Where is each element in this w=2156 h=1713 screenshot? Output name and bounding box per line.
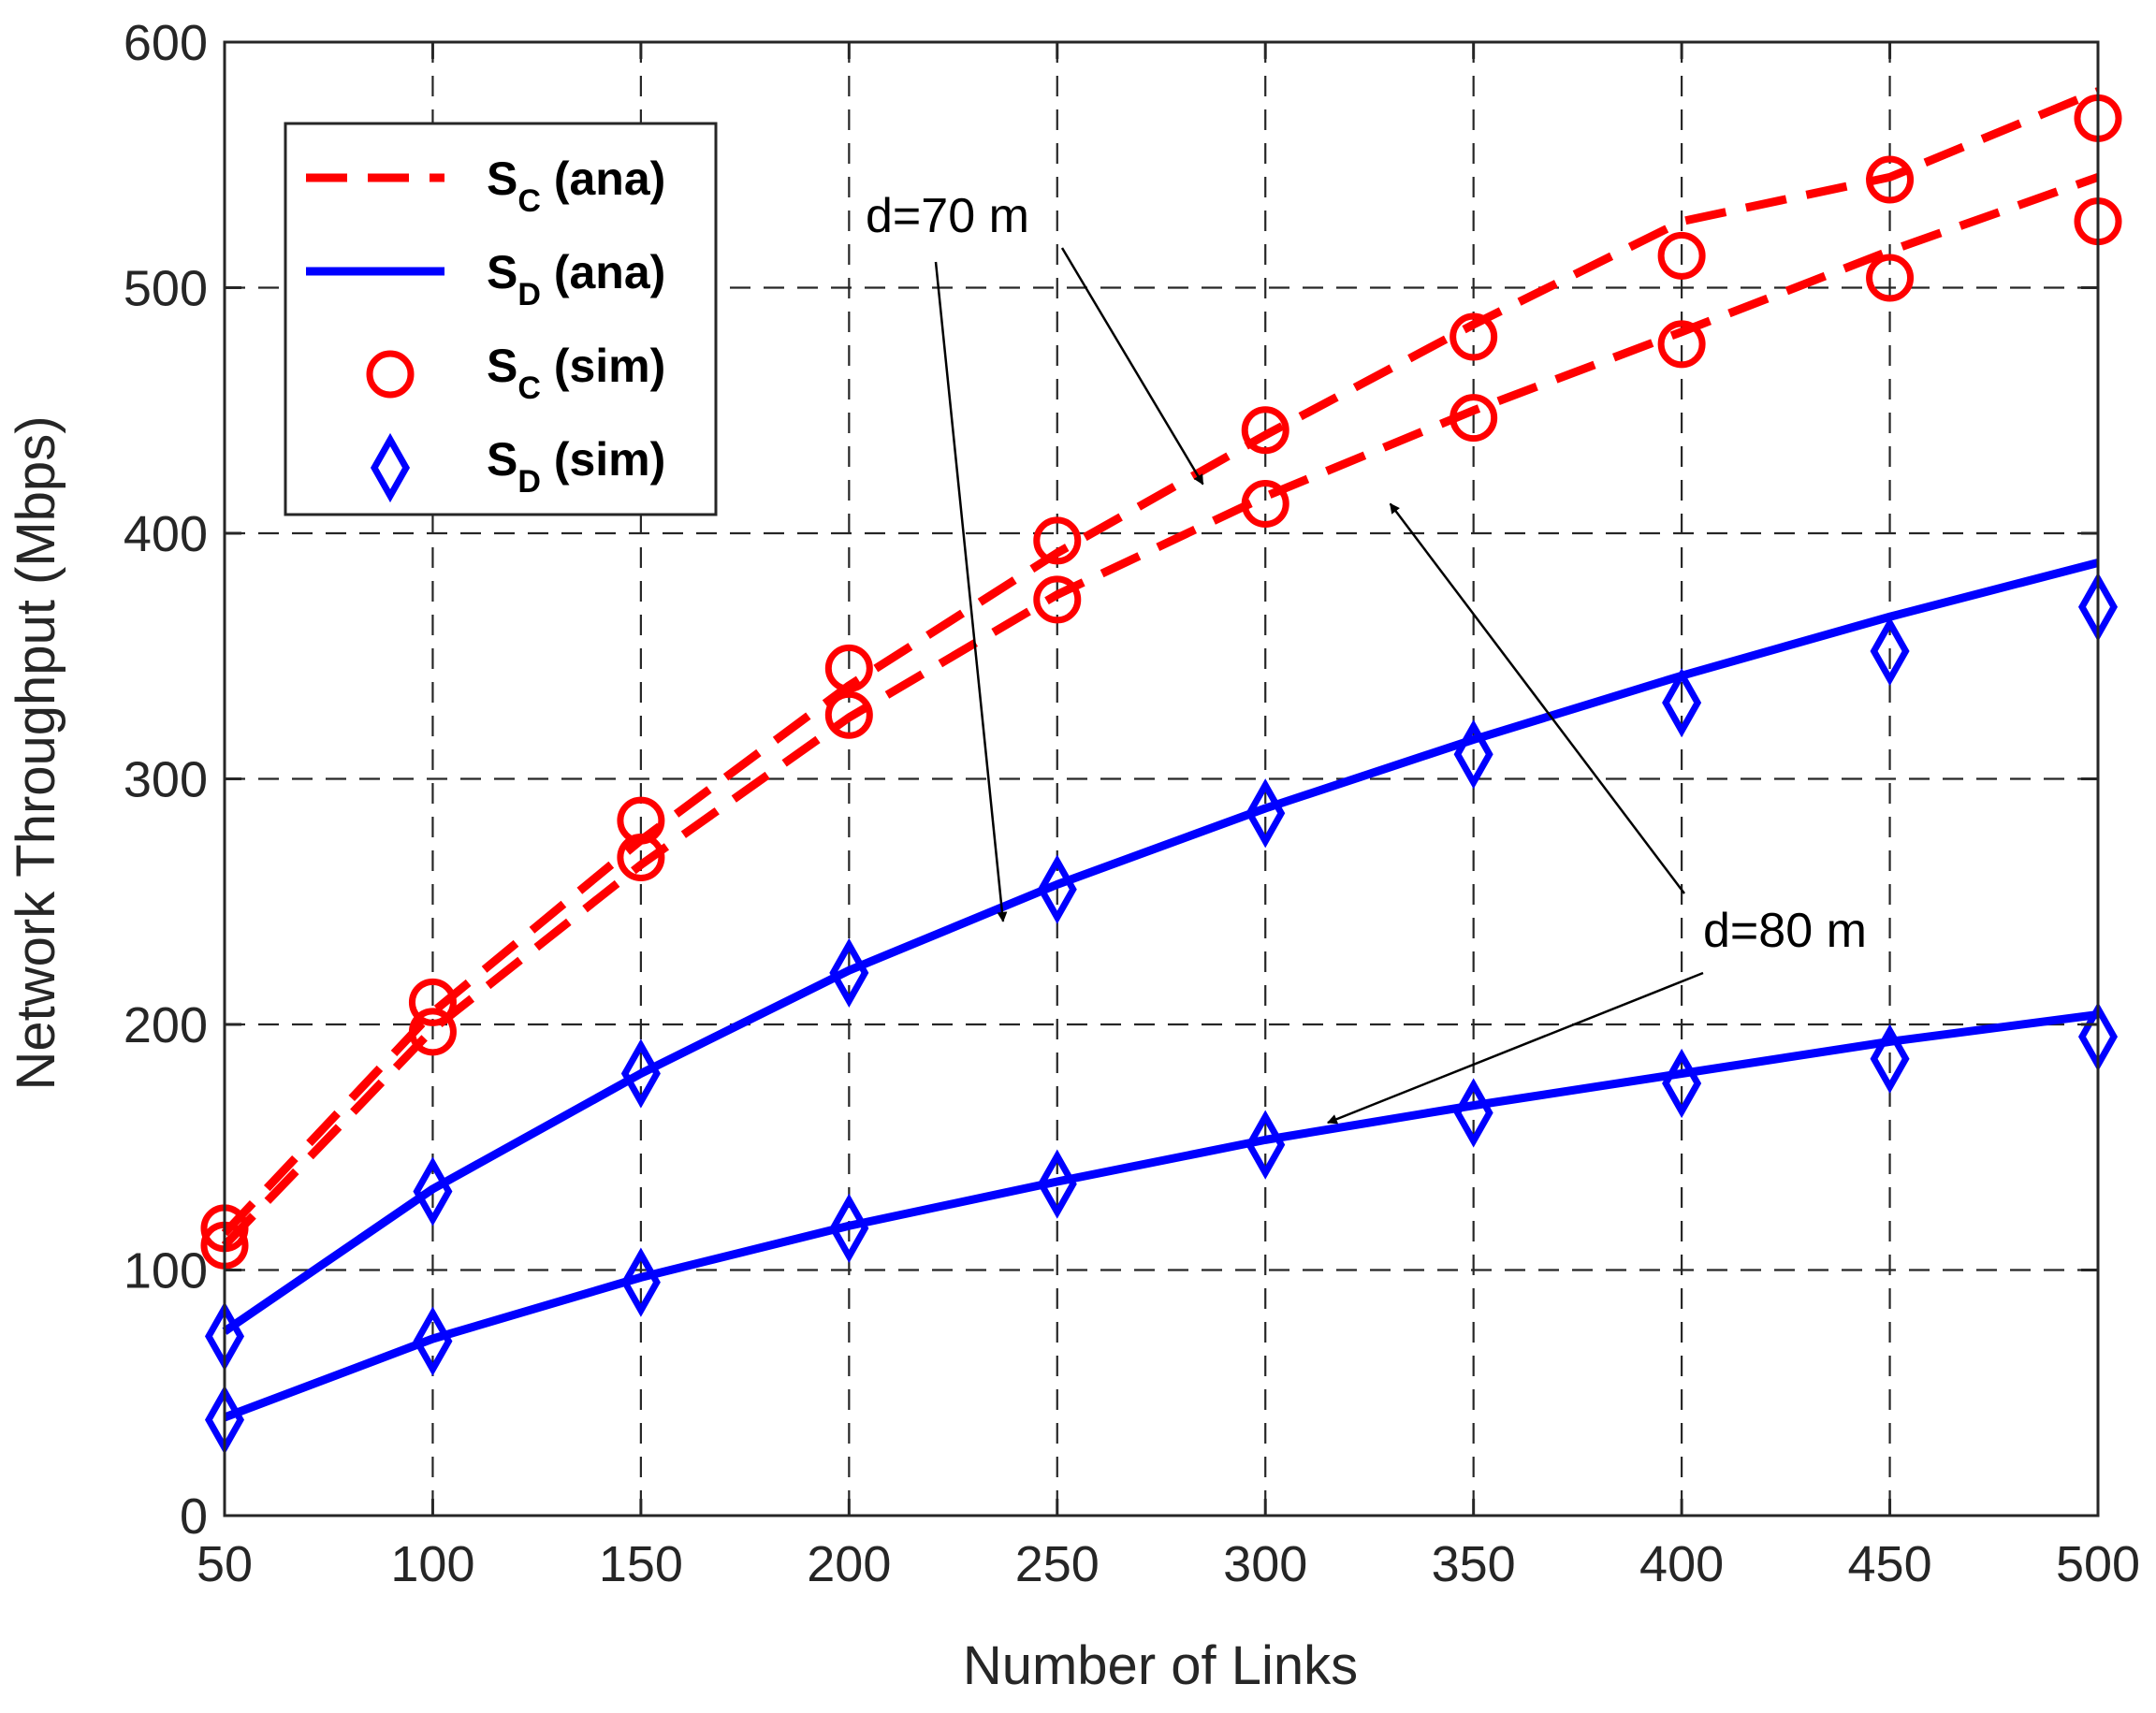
legend-swatch-3 xyxy=(370,432,411,503)
series-4-marker-7 xyxy=(1657,231,1706,280)
series-5-marker-2 xyxy=(617,834,665,881)
legend-label-3: SD (sim) xyxy=(487,433,665,500)
series-6-marker-2 xyxy=(620,1038,661,1109)
annotation-0-arrow-0 xyxy=(934,261,1008,922)
series-5-marker-4 xyxy=(1033,575,1082,624)
series-4-marker-6 xyxy=(1449,312,1498,361)
annotation-0: d=70 m xyxy=(866,189,1029,243)
series-6-marker-3 xyxy=(829,937,869,1008)
series-7-marker-3 xyxy=(829,1193,869,1263)
series-5-marker-5 xyxy=(1241,480,1289,528)
series-4-marker-4 xyxy=(1033,516,1082,565)
x-tick-label-9: 500 xyxy=(2056,1536,2140,1592)
series-5-marker-6 xyxy=(1449,394,1498,443)
legend-label-0: SC (ana) xyxy=(487,152,665,219)
y-tick-label-4: 400 xyxy=(124,506,208,562)
legend-label-2: SC (sim) xyxy=(487,340,665,406)
series-4-marker-2 xyxy=(617,796,665,845)
x-tick-label-8: 450 xyxy=(1848,1536,1932,1592)
tick-labels: 50 100 150 200 250 300 350 400 450 500 0 100 200 300 4… xyxy=(124,15,2140,1592)
series-6-marker-7 xyxy=(1662,668,1702,738)
y-tick-label-3: 300 xyxy=(124,752,208,808)
series-line-1 xyxy=(221,173,2100,1249)
x-tick-label-3: 200 xyxy=(807,1536,891,1592)
annotation-0-arrow-1 xyxy=(1060,247,1204,486)
series-6-marker-8 xyxy=(1870,616,1910,687)
series-7-marker-4 xyxy=(1037,1149,1077,1219)
series-4-marker-3 xyxy=(824,644,873,692)
y-axis-label: Network Throughput (Mbps) xyxy=(6,415,66,1090)
series-layer xyxy=(221,87,2100,1422)
annotation-1: d=80 m xyxy=(1703,904,1867,958)
legend: SC (ana) SD (ana) SC (sim) SD (sim) xyxy=(284,122,718,516)
series-line-3 xyxy=(223,1010,2099,1422)
y-tick-label-5: 500 xyxy=(124,261,208,317)
legend-swatch-2 xyxy=(366,350,415,399)
legend-entry-1: SD (ana) xyxy=(306,246,665,312)
series-7-marker-1 xyxy=(413,1306,453,1376)
legend-entry-0: SC (ana) xyxy=(306,152,665,219)
markers-layer xyxy=(200,94,2122,1455)
x-tick-label-0: 50 xyxy=(197,1536,253,1592)
x-tick-label-7: 400 xyxy=(1639,1536,1724,1592)
series-5-marker-7 xyxy=(1657,320,1706,369)
y-tick-label-0: 0 xyxy=(180,1488,208,1545)
x-tick-label-1: 100 xyxy=(390,1536,474,1592)
series-line-2 xyxy=(222,559,2100,1335)
x-tick-label-5: 300 xyxy=(1223,1536,1307,1592)
series-5-marker-1 xyxy=(408,1008,457,1056)
y-tick-label-6: 600 xyxy=(124,15,208,71)
series-7-marker-8 xyxy=(1870,1023,1910,1094)
legend-label-1: SD (ana) xyxy=(487,246,665,312)
annotation-1-arrow-0 xyxy=(1389,502,1685,894)
annotation-layer: d=70 m d=80 m xyxy=(866,189,1867,1125)
axis-ticks xyxy=(223,40,2100,1517)
series-4-marker-1 xyxy=(408,978,457,1026)
series-5-marker-8 xyxy=(1866,254,1915,302)
x-axis-label: Number of Links xyxy=(963,1635,1358,1696)
series-7-marker-7 xyxy=(1662,1048,1702,1119)
x-tick-label-6: 350 xyxy=(1432,1536,1516,1592)
legend-entry-2: SC (sim) xyxy=(366,340,665,406)
y-tick-label-1: 100 xyxy=(124,1243,208,1299)
x-tick-label-2: 150 xyxy=(599,1536,683,1592)
series-5-marker-3 xyxy=(824,690,873,739)
series-line-0 xyxy=(221,87,2100,1237)
series-4-marker-5 xyxy=(1241,406,1289,455)
legend-box xyxy=(284,122,718,516)
series-6-marker-5 xyxy=(1246,778,1286,849)
series-7-marker-2 xyxy=(620,1247,661,1317)
annotation-1-arrow-1 xyxy=(1326,971,1704,1125)
series-6-marker-6 xyxy=(1453,719,1493,790)
series-6-marker-4 xyxy=(1037,854,1077,924)
series-7-marker-6 xyxy=(1453,1078,1493,1148)
x-tick-label-4: 250 xyxy=(1015,1536,1100,1592)
legend-entry-3: SD (sim) xyxy=(370,432,665,503)
y-tick-label-2: 200 xyxy=(124,997,208,1053)
series-6-marker-1 xyxy=(413,1156,453,1227)
series-7-marker-5 xyxy=(1246,1110,1286,1180)
series-4-marker-8 xyxy=(1866,155,1915,204)
